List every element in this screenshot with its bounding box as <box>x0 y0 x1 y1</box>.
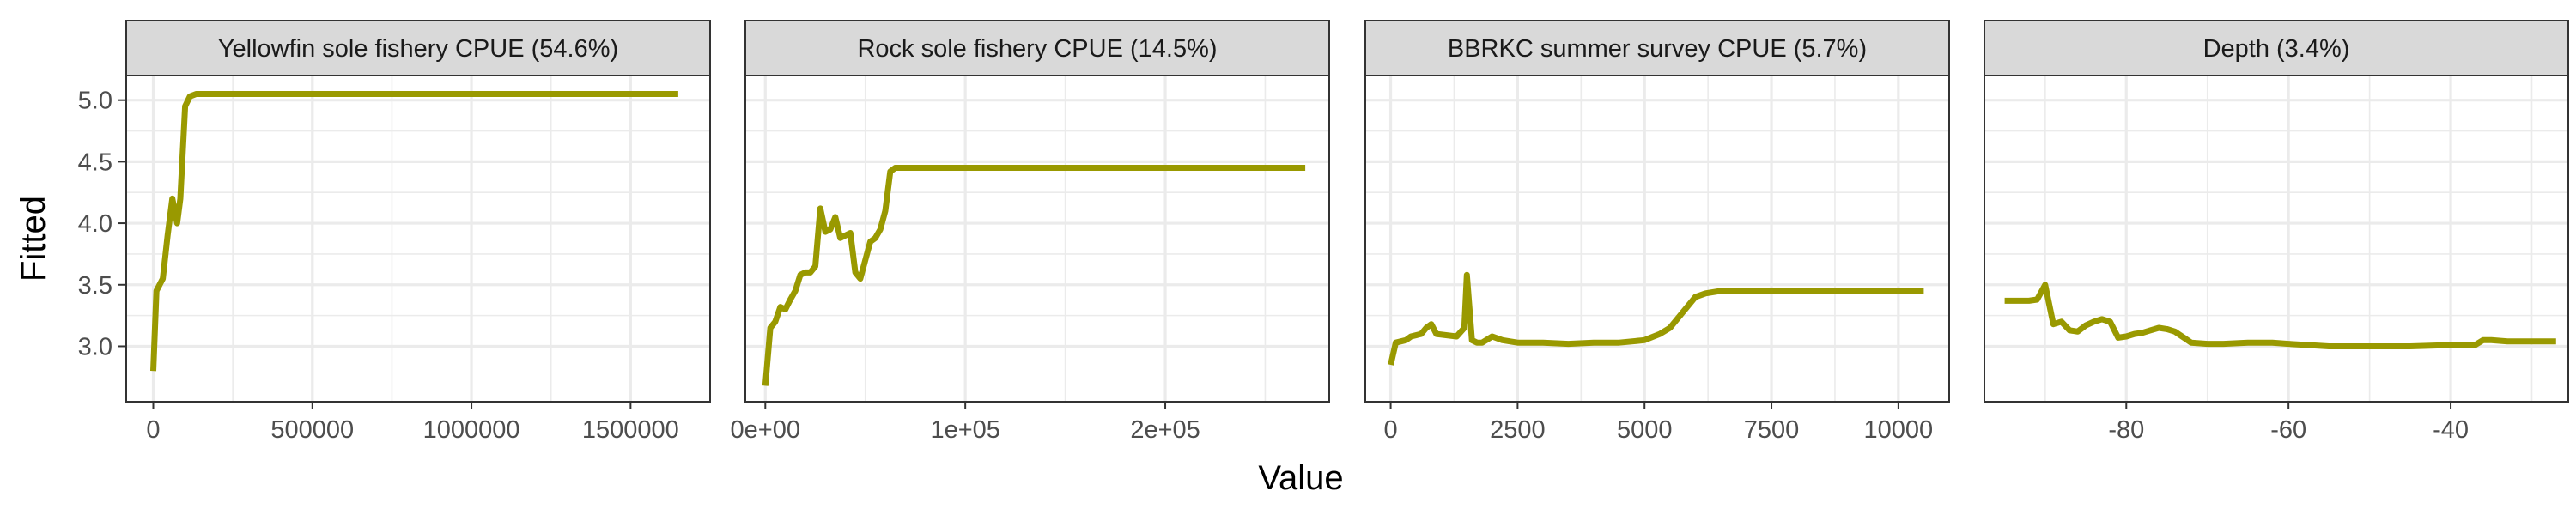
y-axis-title: Fitted <box>15 196 52 282</box>
panels-layer: Yellowfin sole fishery CPUE (54.6%) 0 5000… <box>78 20 2569 444</box>
y-tick-label: 3.5 <box>78 272 112 300</box>
facet-strip-label: Yellowfin sole fishery CPUE (54.6%) <box>218 35 618 63</box>
panel-background <box>745 76 1329 402</box>
facet-strip <box>744 20 1330 76</box>
fitted-line-series <box>762 165 1306 386</box>
x-tick-label: 1e+05 <box>930 416 999 444</box>
x-tick-label: 2e+05 <box>1130 416 1200 444</box>
x-tick-label: -60 <box>2270 416 2306 444</box>
x-tick-label: -40 <box>2433 416 2469 444</box>
facet-strip-label: Rock sole fishery CPUE (14.5%) <box>857 35 1217 63</box>
x-tick-label: 0e+00 <box>731 416 800 444</box>
x-tick-label: 7500 <box>1744 416 1800 444</box>
y-tick-label: 3.0 <box>78 333 112 360</box>
x-tick-label: 1000000 <box>423 416 520 444</box>
x-tick-label: 0 <box>146 416 160 444</box>
y-tick-label: 4.5 <box>78 148 112 176</box>
x-tick-label: 5000 <box>1617 416 1673 444</box>
fitted-line-series <box>2004 282 2556 349</box>
fitted-line-series <box>150 91 678 372</box>
panel-background <box>1984 76 2568 402</box>
panel-background <box>126 76 710 402</box>
facet-strip <box>1984 20 2569 76</box>
panel-background <box>1365 76 1949 402</box>
x-tick-label: 2500 <box>1490 416 1546 444</box>
facet-strip <box>1364 20 1950 76</box>
facet-panel-2: Rock sole fishery CPUE (14.5%) 0e+00 1e+05… <box>731 20 1330 444</box>
x-tick-label: 0 <box>1383 416 1397 444</box>
x-tick-label: 10000 <box>1864 416 1934 444</box>
facet-panel-3: BBRKC summer survey CPUE (5.7%) 0 2500 5000… <box>1364 20 1950 444</box>
fitted-line-series <box>1388 271 1924 366</box>
facet-strip-label: BBRKC summer survey CPUE (5.7%) <box>1448 35 1867 63</box>
facet-strip-label: Depth (3.4%) <box>2203 35 2350 63</box>
y-tick-label: 4.0 <box>78 210 112 238</box>
x-tick-label: 1500000 <box>582 416 679 444</box>
facet-strip <box>125 20 711 76</box>
y-tick-label: 5.0 <box>78 88 112 115</box>
x-axis-title: Value <box>1258 459 1343 497</box>
facet-panel-4: Depth (3.4%) -80 -60 -40 <box>1984 20 2569 444</box>
x-tick-label: -80 <box>2108 416 2144 444</box>
x-tick-label: 500000 <box>270 416 354 444</box>
facet-panel-1: Yellowfin sole fishery CPUE (54.6%) 0 5000… <box>78 20 711 444</box>
